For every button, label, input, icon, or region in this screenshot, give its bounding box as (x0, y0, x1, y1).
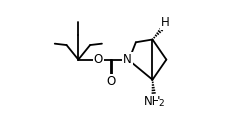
Text: O: O (94, 53, 103, 66)
Text: 2: 2 (159, 99, 164, 108)
Text: NH: NH (144, 95, 161, 108)
Text: N: N (123, 53, 132, 66)
Text: H: H (161, 16, 169, 29)
Text: O: O (106, 75, 116, 88)
